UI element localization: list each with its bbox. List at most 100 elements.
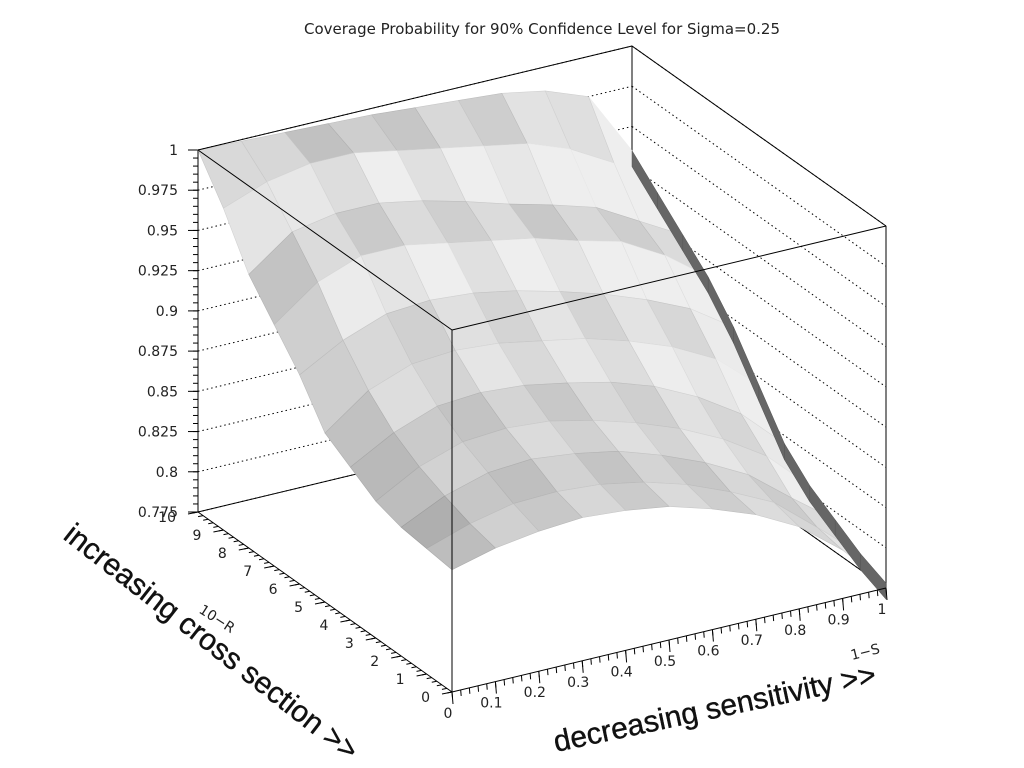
- y-minor-tick: [208, 522, 214, 525]
- y-tick-label: 3: [345, 636, 354, 652]
- x-minor-tick: [850, 596, 853, 603]
- y-minor-tick: [289, 579, 295, 582]
- x-minor-tick: [468, 687, 471, 694]
- x-tick-label: 1: [878, 602, 887, 618]
- y-minor-tick: [345, 619, 351, 622]
- x-minor-tick: [451, 691, 453, 699]
- y-minor-tick: [335, 612, 341, 615]
- frame-edge: [631, 45, 887, 227]
- y-minor-tick: [324, 605, 331, 608]
- x-axis-caption: decreasing sensitivity >>: [551, 658, 879, 759]
- y-minor-tick: [279, 572, 285, 575]
- frame-edge: [451, 225, 887, 331]
- y-minor-tick: [401, 659, 407, 662]
- x-minor-tick: [737, 623, 740, 630]
- z-axis-ticks: 0.775 0.8 0.825 0.85 0.875 0.9 0.925 0.95 0.975 1: [138, 143, 198, 521]
- x-minor-tick: [564, 664, 566, 672]
- x-minor-tick: [798, 608, 801, 615]
- x-minor-tick: [633, 648, 636, 655]
- z-tick-label: 0.95: [147, 223, 178, 239]
- x-tick-label: 0.2: [524, 685, 546, 701]
- x-minor-tick: [746, 621, 749, 628]
- x-tick-label: 0.3: [567, 675, 589, 691]
- y-minor-tick: [319, 601, 326, 604]
- x-minor-tick: [659, 642, 662, 649]
- z-tick-label: 0.925: [138, 264, 178, 280]
- coverage-surface: [197, 90, 887, 600]
- surface-patch: [426, 523, 496, 571]
- x-minor-tick: [694, 633, 697, 640]
- y-minor-tick: [294, 583, 300, 586]
- z-tick-label: 0.9: [156, 304, 178, 320]
- y-minor-tick: [396, 655, 402, 658]
- x-tick-label: 0.5: [654, 654, 676, 670]
- x-minor-tick: [720, 627, 723, 634]
- y-minor-tick: [309, 594, 315, 597]
- x-minor-tick: [816, 604, 818, 611]
- x-minor-tick: [842, 598, 844, 605]
- y-minor-tick: [284, 576, 290, 579]
- x-tick-label: 0.4: [610, 664, 632, 680]
- z-tick-label: 0.825: [138, 425, 178, 441]
- y-minor-tick: [213, 525, 219, 528]
- chart-title: Coverage Probability for 90% Confidence …: [304, 20, 780, 38]
- y-minor-tick: [340, 615, 346, 618]
- z-tick-label: 0.85: [147, 384, 178, 400]
- x-minor-tick: [599, 656, 601, 663]
- x-minor-tick: [477, 685, 480, 692]
- y-minor-tick: [203, 518, 209, 521]
- x-minor-tick: [711, 629, 714, 636]
- x-minor-tick: [685, 635, 688, 642]
- y-minor-tick: [350, 623, 356, 626]
- y-minor-tick: [426, 677, 432, 680]
- x-minor-tick: [781, 612, 783, 620]
- x-minor-tick: [529, 673, 532, 680]
- x-minor-tick: [651, 644, 653, 651]
- y-minor-tick: [370, 637, 376, 640]
- x-minor-tick: [512, 677, 514, 684]
- y-minor-tick: [197, 515, 204, 518]
- x-minor-tick: [668, 639, 670, 647]
- x-minor-tick: [885, 587, 887, 595]
- y-minor-tick: [375, 641, 381, 644]
- y-minor-tick: [360, 630, 366, 633]
- x-minor-tick: [546, 669, 549, 676]
- x-minor-tick: [833, 600, 835, 607]
- x-minor-tick: [607, 654, 610, 661]
- x-minor-tick: [625, 650, 627, 657]
- surface-edge: [860, 553, 887, 600]
- x-minor-tick: [868, 592, 870, 599]
- y-minor-tick: [304, 590, 310, 593]
- x-tick-label: 0: [444, 706, 453, 722]
- y-minor-tick: [243, 547, 249, 550]
- y-minor-tick: [264, 561, 270, 564]
- y-minor-tick: [258, 558, 265, 561]
- z-tick-label: 0.775: [138, 505, 178, 521]
- y-minor-tick: [385, 648, 392, 651]
- x-minor-tick: [859, 594, 861, 601]
- y-minor-tick: [269, 565, 275, 568]
- y-minor-tick: [218, 529, 224, 532]
- y-axis-ticks: 01 23 456 78 9 10: [158, 510, 453, 706]
- z-tick-label: 1: [169, 143, 178, 159]
- x-minor-tick: [790, 610, 792, 617]
- x-tick-label: 0.8: [784, 623, 806, 639]
- y-minor-tick: [416, 669, 422, 672]
- x-minor-tick: [824, 602, 827, 609]
- x-tick-label: 0.9: [827, 612, 849, 628]
- y-minor-tick: [365, 633, 371, 636]
- x-minor-tick: [729, 625, 731, 632]
- y-minor-tick: [436, 684, 442, 687]
- y-minor-tick: [314, 597, 321, 600]
- x-minor-tick: [876, 590, 879, 597]
- x-minor-tick: [755, 619, 757, 626]
- y-minor-tick: [253, 554, 260, 557]
- y-minor-tick: [355, 626, 361, 629]
- y-tick-label: 0: [421, 690, 430, 706]
- x-axis-ticks: 0 0.1 0.2 0.3 0.4 0.5 0.6 0.7 0.8 0.9 1: [444, 587, 888, 722]
- x-tick-label: 0.1: [480, 696, 502, 712]
- x-minor-tick: [460, 689, 462, 696]
- y-minor-tick: [431, 680, 437, 683]
- x-minor-tick: [538, 671, 540, 678]
- y-tick-label: 5: [294, 600, 303, 616]
